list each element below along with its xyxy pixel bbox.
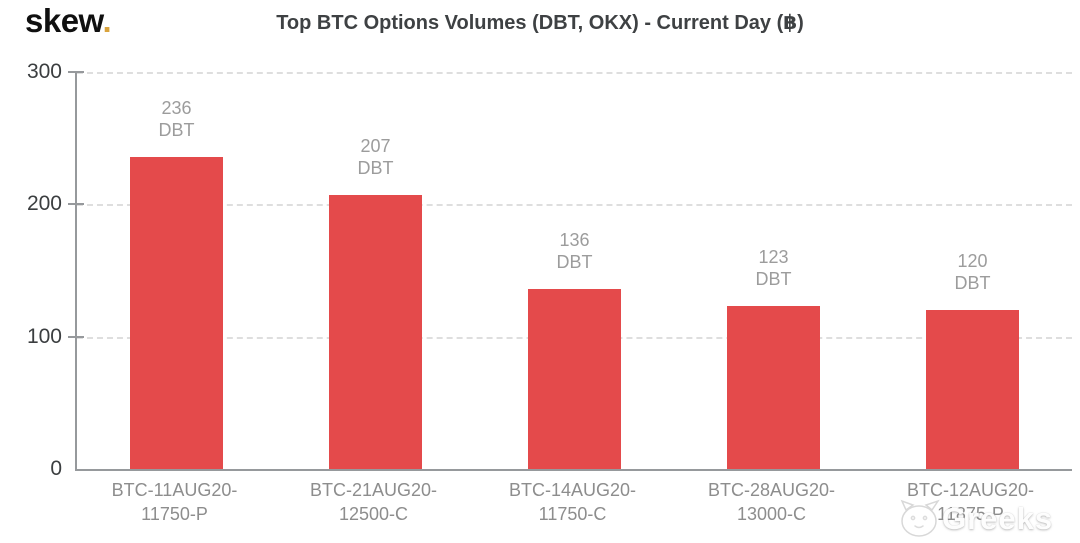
y-tick-200	[68, 203, 84, 206]
y-tick-label-0: 0	[50, 457, 62, 480]
bar-value: 207	[360, 136, 391, 157]
x-category-label: BTC-14AUG20- 11750-C	[473, 478, 672, 538]
y-tick-label-300: 300	[26, 60, 62, 83]
bar-value: 236	[161, 97, 192, 118]
bar-exchange-label: DBT	[755, 269, 792, 290]
x-category-line2: 11750-C	[538, 504, 607, 524]
bar-BTC-14AUG20-11750-C	[528, 289, 621, 469]
watermark-text: Greeks	[942, 501, 1054, 536]
bar-value: 120	[957, 251, 988, 272]
x-category-line1: BTC-11AUG20-	[111, 480, 238, 500]
y-tick-100	[68, 335, 84, 338]
x-category-line2: 13000-C	[736, 504, 807, 524]
bar-rect	[528, 289, 621, 469]
bar-exchange-label: DBT	[357, 158, 394, 179]
plot-area: 236 DBT 207 DBT 136 DBT 123 DBT 120 DBT	[68, 71, 1072, 471]
bar-rect	[727, 306, 820, 469]
bar-BTC-28AUG20-13000-C	[727, 306, 820, 469]
bar-BTC-21AUG20-12500-C	[329, 195, 422, 469]
skew-logo-text: skew	[25, 2, 103, 39]
bar-rect	[926, 310, 1019, 469]
bar-value: 123	[758, 247, 789, 268]
bar-value-label: 236 DBT	[107, 97, 247, 141]
bar-rect	[130, 156, 223, 469]
gridline-300	[77, 72, 1072, 74]
x-category-label: BTC-21AUG20- 12500-C	[274, 478, 473, 538]
skew-logo-dot: .	[102, 2, 112, 39]
bar-exchange-label: DBT	[954, 273, 991, 294]
x-category-line1: BTC-14AUG20-	[508, 480, 637, 500]
skew-logo: skew.	[25, 2, 112, 40]
watermark-cat-icon	[900, 499, 940, 537]
bar-value-label: 120 DBT	[903, 250, 1043, 294]
x-category-line1: BTC-28AUG20-	[707, 480, 836, 500]
bar-exchange-label: DBT	[158, 119, 195, 140]
bar-BTC-12AUG20-11875-P	[926, 310, 1019, 469]
y-tick-label-100: 100	[26, 324, 62, 348]
bar-value: 136	[559, 230, 590, 251]
bar-BTC-11AUG20-11750-P	[130, 156, 223, 469]
x-category-line2: 12500-C	[338, 504, 409, 524]
x-axis-labels: BTC-11AUG20- 11750-P BTC-21AUG20- 12500-C BT…	[75, 478, 1070, 538]
x-category-label: BTC-12AUG20- 11875-P	[871, 478, 1070, 538]
y-tick-label-200: 200	[26, 192, 62, 216]
x-category-line1: BTC-12AUG20-	[906, 480, 1035, 500]
x-category-line2: 11750-P	[141, 504, 208, 524]
x-category-line2: 11875-P	[937, 504, 1004, 524]
bar-exchange-label: DBT	[556, 252, 593, 273]
x-category-label: BTC-28AUG20- 13000-C	[672, 478, 871, 538]
chart-title: Top BTC Options Volumes (DBT, OKX) - Cur…	[276, 12, 804, 34]
x-category-label: BTC-11AUG20- 11750-P	[75, 478, 274, 538]
watermark: Greeks	[898, 498, 1053, 540]
y-tick-300	[68, 71, 84, 73]
gridline-200	[77, 204, 1072, 207]
bar-value-label: 136 DBT	[505, 229, 645, 273]
bar-rect	[329, 195, 422, 469]
bar-value-label: 207 DBT	[306, 135, 446, 179]
x-category-line1: BTC-21AUG20-	[309, 480, 438, 500]
bar-value-label: 123 DBT	[704, 246, 844, 290]
